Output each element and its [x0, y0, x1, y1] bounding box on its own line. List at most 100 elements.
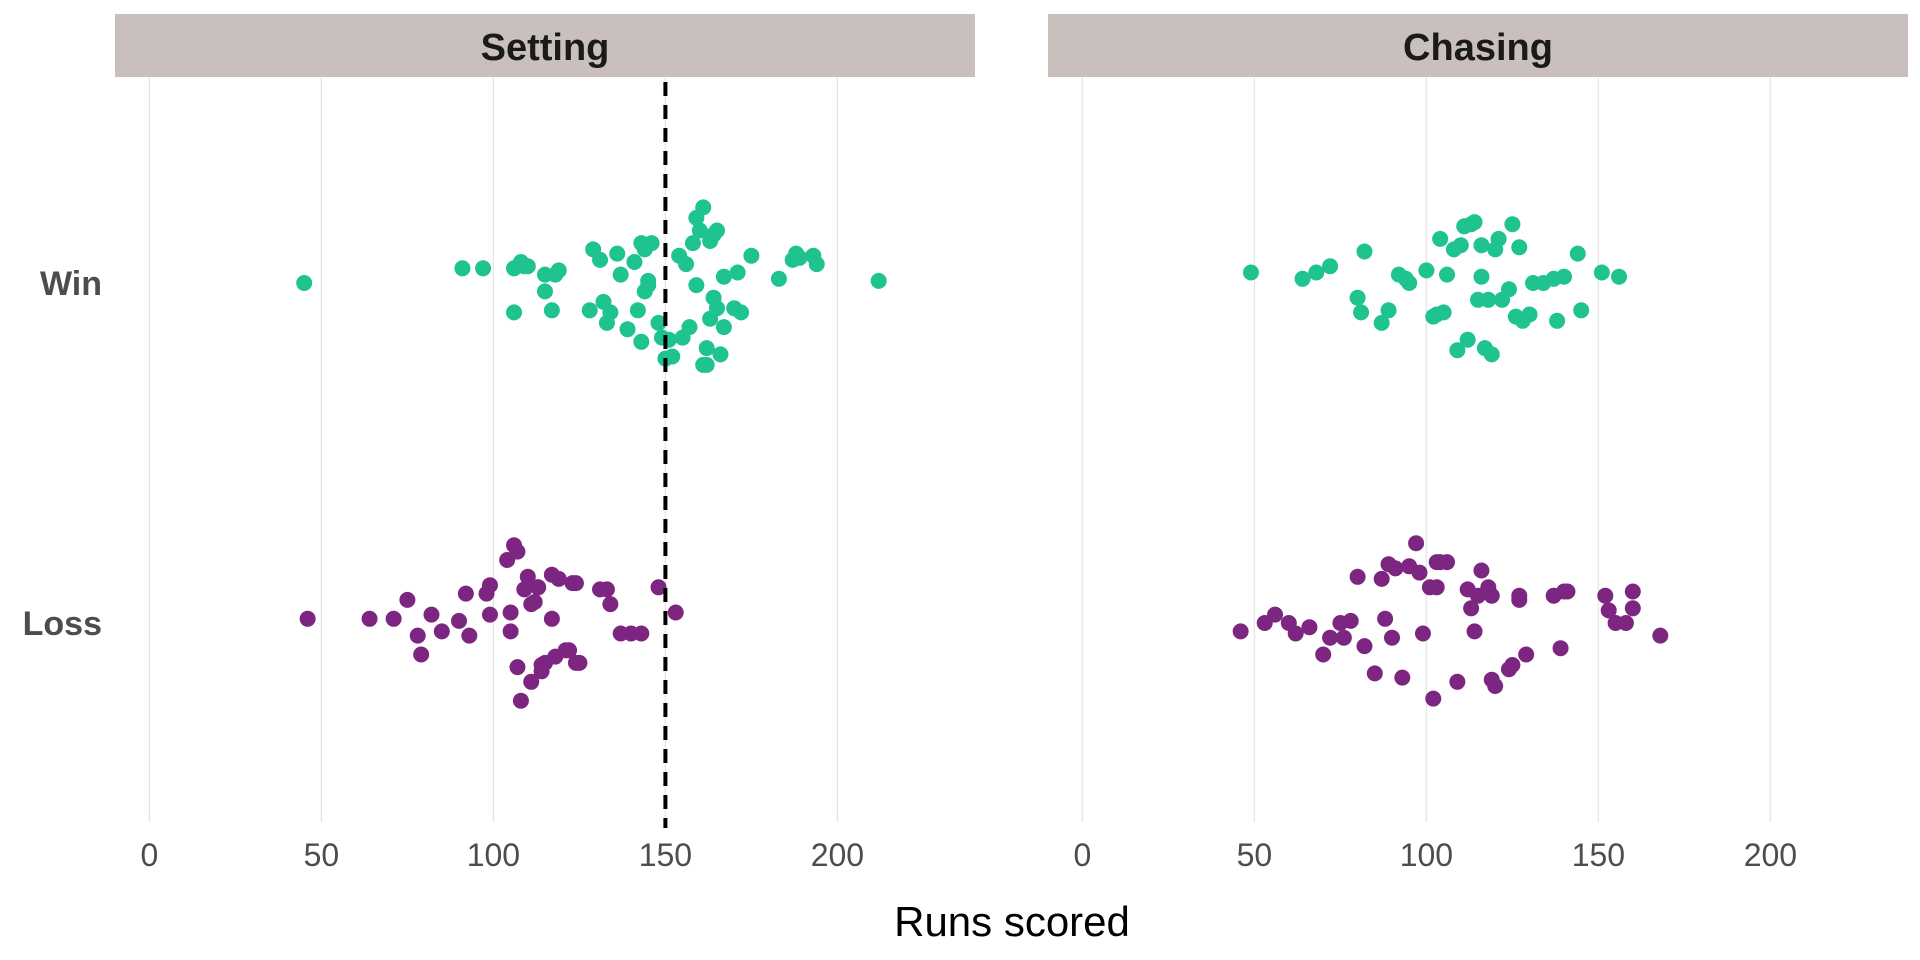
point-win — [1593, 264, 1610, 281]
point-loss — [1487, 678, 1504, 694]
point-loss — [1449, 673, 1466, 690]
point-win — [709, 300, 725, 317]
point-win — [1504, 216, 1521, 233]
point-win — [1308, 264, 1325, 281]
point-loss — [550, 570, 567, 587]
point-loss — [1439, 554, 1456, 571]
point-win — [715, 319, 732, 336]
point-loss — [1267, 606, 1284, 623]
x-tick-label-50: 50 — [304, 837, 340, 873]
point-loss — [509, 543, 526, 560]
point-loss — [1349, 568, 1366, 585]
point-win — [1452, 237, 1469, 254]
point-loss — [1617, 615, 1634, 631]
point-win — [592, 251, 609, 268]
x-tick-label-150: 150 — [639, 837, 692, 873]
x-tick-label-0: 0 — [1074, 837, 1092, 873]
point-win — [1480, 291, 1497, 308]
point-loss — [1387, 560, 1404, 577]
point-loss — [1373, 570, 1390, 587]
point-win — [1418, 262, 1435, 279]
point-loss — [1366, 665, 1383, 682]
point-win — [581, 302, 598, 319]
point-win — [1473, 268, 1490, 285]
point-win — [712, 346, 729, 363]
point-loss — [1473, 562, 1490, 579]
point-loss — [1466, 623, 1483, 640]
point-loss — [1511, 587, 1528, 604]
point-win — [688, 277, 705, 294]
point-loss — [571, 654, 588, 671]
point-win — [1611, 268, 1628, 285]
point-loss — [502, 604, 519, 621]
point-win — [602, 304, 619, 321]
point-win — [1432, 230, 1449, 247]
point-win — [1449, 342, 1466, 359]
point-win — [506, 304, 523, 321]
point-loss — [650, 579, 667, 596]
point-loss — [1597, 587, 1614, 604]
point-win — [629, 302, 646, 319]
point-loss — [299, 610, 316, 627]
point-win — [698, 356, 715, 373]
point-win — [519, 258, 536, 275]
point-win — [691, 222, 708, 239]
point-loss — [1342, 612, 1359, 629]
facet-strip-background — [1048, 14, 1908, 77]
point-win — [1435, 304, 1452, 321]
point-loss — [1600, 602, 1617, 619]
point-loss — [1287, 625, 1304, 642]
point-win — [612, 266, 629, 283]
point-loss — [1504, 657, 1521, 673]
point-win — [870, 272, 887, 289]
point-win — [454, 260, 471, 277]
point-loss — [1624, 583, 1641, 600]
point-loss — [633, 625, 650, 642]
point-win — [1569, 245, 1586, 262]
x-tick-label-200: 200 — [811, 837, 864, 873]
point-loss — [1322, 629, 1339, 646]
point-loss — [1414, 625, 1431, 642]
point-win — [791, 249, 808, 266]
point-loss — [509, 659, 526, 676]
facet-panel-chasing: Chasing 0 50 100 150 200 — [1048, 14, 1908, 873]
point-win — [681, 319, 698, 336]
point-win — [1439, 266, 1456, 283]
point-win — [733, 304, 750, 321]
point-win — [1401, 275, 1418, 291]
point-win — [1373, 314, 1390, 331]
point-win — [808, 256, 825, 273]
point-loss — [1335, 629, 1352, 646]
point-loss — [530, 579, 547, 596]
point-loss — [543, 610, 560, 627]
facet-title: Chasing — [1403, 27, 1553, 69]
point-win — [1556, 268, 1572, 285]
x-tick-label-200: 200 — [1744, 837, 1797, 873]
point-loss — [433, 623, 450, 640]
point-loss — [385, 610, 402, 627]
point-loss — [1552, 640, 1569, 657]
y-category-label-loss: Loss — [23, 605, 102, 643]
point-loss — [516, 581, 533, 598]
point-loss — [451, 612, 467, 629]
point-win — [650, 314, 667, 331]
point-loss — [1377, 610, 1394, 627]
point-loss — [1356, 638, 1373, 655]
point-win — [1500, 281, 1517, 298]
point-loss — [519, 568, 536, 585]
point-win — [626, 254, 643, 270]
point-win — [1242, 264, 1259, 281]
point-win — [729, 264, 746, 281]
x-tick-label-100: 100 — [467, 837, 520, 873]
point-win — [1521, 306, 1538, 323]
point-win — [684, 235, 701, 252]
point-win — [698, 340, 715, 357]
point-loss — [1384, 629, 1400, 646]
point-win — [1483, 346, 1500, 363]
point-win — [543, 302, 560, 319]
x-tick-label-0: 0 — [141, 837, 159, 873]
point-loss — [399, 591, 416, 608]
point-loss — [1518, 646, 1535, 663]
point-loss — [1408, 535, 1425, 552]
point-loss — [526, 594, 543, 610]
